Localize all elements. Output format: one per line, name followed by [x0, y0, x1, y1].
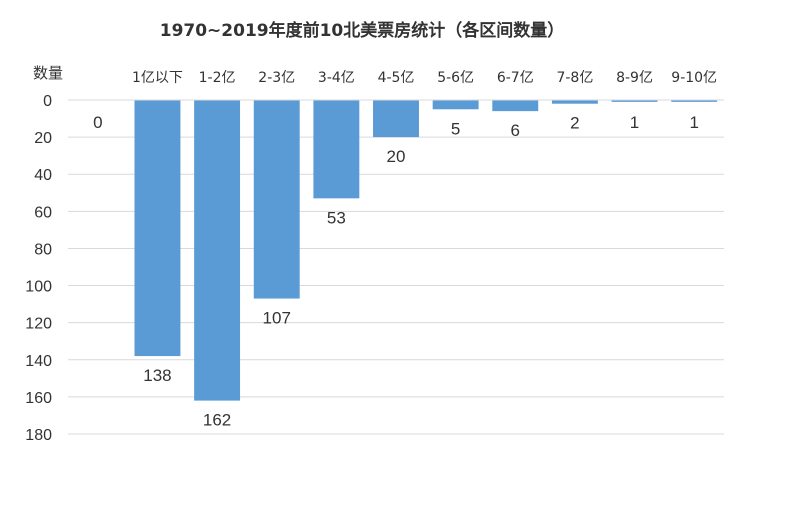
category-label: 6-7亿: [497, 70, 534, 86]
category-labels: 1亿以下 1-2亿 2-3亿 3-4亿 4-5亿 5-6亿 6-7亿 7-8亿 8-9亿 9-10…: [132, 70, 717, 86]
data-label: 2: [570, 114, 579, 133]
data-label: 5: [451, 119, 460, 138]
bar: [492, 100, 539, 112]
category-label: 1-2亿: [199, 70, 236, 86]
y-tick-label: 60: [34, 204, 52, 221]
data-label: 0: [93, 113, 102, 132]
bar: [313, 100, 360, 199]
y-axis-label: 数量: [33, 64, 63, 82]
bar: [253, 100, 300, 299]
data-label: 162: [203, 411, 231, 430]
bar: [551, 100, 598, 104]
data-label: 1: [689, 113, 698, 132]
data-label: 1: [630, 113, 639, 132]
y-tick-label: 140: [25, 353, 52, 370]
bar: [194, 100, 241, 401]
y-axis-ticks: 0 20 40 60 80 100 120 140 160 180: [25, 93, 52, 444]
data-label: 138: [143, 366, 171, 385]
category-label: 2-3亿: [258, 70, 295, 86]
bar: [611, 100, 658, 102]
category-label: 1亿以下: [132, 70, 183, 86]
y-tick-label: 100: [25, 279, 52, 296]
y-tick-label: 20: [34, 130, 52, 147]
category-label: 9-10亿: [671, 70, 717, 86]
data-label: 107: [263, 309, 291, 328]
y-tick-label: 80: [34, 241, 52, 258]
data-label: 6: [511, 121, 520, 140]
bars: [134, 100, 718, 401]
bar: [671, 100, 718, 102]
bar: [432, 100, 479, 110]
y-tick-label: 180: [25, 427, 52, 444]
chart-title: 1970~2019年度前10北美票房统计（各区间数量）: [160, 20, 565, 41]
data-labels: 0 138 162 107 53 20 5 6 2 1 1: [93, 113, 699, 430]
category-label: 4-5亿: [378, 70, 415, 86]
category-label: 8-9亿: [616, 70, 653, 86]
bar: [134, 100, 181, 357]
category-label: 5-6亿: [437, 70, 474, 86]
y-tick-label: 120: [25, 316, 52, 333]
data-label: 53: [327, 208, 346, 227]
category-label: 3-4亿: [318, 70, 355, 86]
y-tick-label: 0: [43, 93, 52, 110]
y-tick-label: 40: [34, 167, 52, 184]
bar: [373, 100, 419, 138]
category-label: 7-8亿: [556, 70, 593, 86]
y-tick-label: 160: [25, 390, 52, 407]
data-label: 20: [387, 147, 406, 166]
